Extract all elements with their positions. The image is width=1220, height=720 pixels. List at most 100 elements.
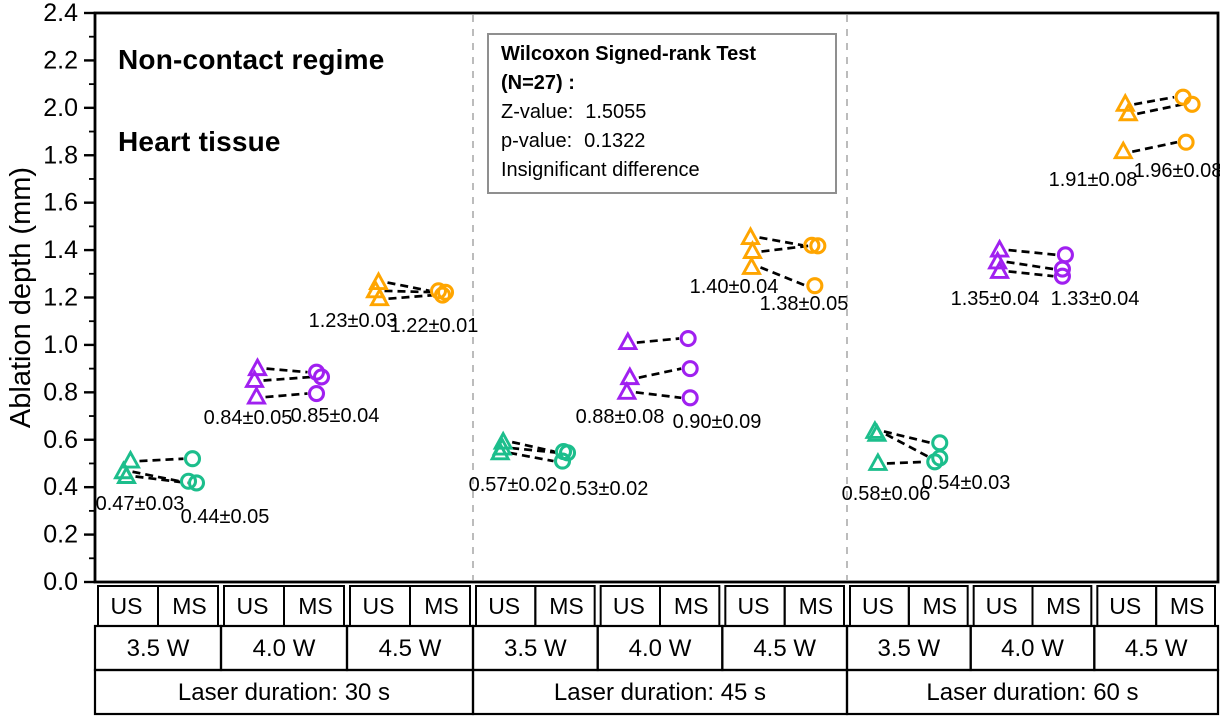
- stat-z-value: 1.5055: [585, 101, 647, 123]
- ms-circle-marker: [312, 368, 331, 386]
- pair-line: [1131, 140, 1178, 154]
- regime-title: Non-contact regime: [118, 44, 385, 75]
- us-triangle-marker: [244, 368, 265, 388]
- ms-circle-marker: [307, 384, 326, 403]
- us-triangle-marker: [740, 226, 761, 245]
- y-tick-label: 1.8: [43, 141, 78, 169]
- ms-circle-marker: [553, 452, 572, 470]
- us-mean-label: 0.58±0.06: [842, 483, 931, 505]
- stat-p-value: 0.1322: [584, 130, 646, 152]
- mode-label-ms: MS: [424, 593, 459, 619]
- pair-line: [761, 244, 809, 253]
- us-mean-label: 0.57±0.02: [469, 474, 558, 496]
- duration-label: Laser duration: 60 s: [926, 679, 1138, 706]
- duration-cell: [845, 668, 1220, 716]
- y-tick-label: 2.4: [43, 0, 78, 27]
- mode-label-ms: MS: [172, 593, 207, 619]
- power-label: 3.5 W: [127, 635, 190, 662]
- us-mean-label: 1.91±0.08: [1049, 169, 1138, 191]
- ms-circle-marker: [1183, 95, 1201, 113]
- us-triangle-marker: [867, 451, 889, 471]
- ms-mean-label: 0.44±0.05: [181, 506, 270, 528]
- mode-label-us: US: [488, 593, 520, 619]
- ms-mean-label: 0.85±0.04: [291, 405, 380, 427]
- power-label: 4.0 W: [253, 635, 316, 662]
- us-triangle-marker: [866, 422, 888, 442]
- us-triangle-marker: [246, 385, 267, 405]
- pair-line: [636, 337, 680, 344]
- mode-label-us: US: [111, 593, 143, 619]
- pair-line: [638, 367, 682, 379]
- mode-label-us: US: [862, 593, 894, 619]
- mode-label-us: US: [738, 593, 770, 619]
- ms-circle-marker: [433, 286, 452, 304]
- us-triangle-marker: [617, 331, 639, 350]
- ms-circle-marker: [1056, 246, 1074, 264]
- y-tick-label: 0.4: [43, 473, 78, 501]
- ms-mean-label: 1.96±0.08: [1134, 160, 1220, 182]
- pair-line: [635, 390, 682, 400]
- pair-line: [263, 375, 313, 382]
- pair-line: [1136, 102, 1184, 116]
- ms-circle-marker: [679, 329, 697, 348]
- pair-line: [508, 451, 554, 463]
- y-tick-label: 1.4: [43, 236, 78, 264]
- power-label: 4.5 W: [379, 635, 442, 662]
- power-label: 4.5 W: [1125, 635, 1188, 662]
- pair-line: [135, 475, 188, 485]
- pair-line: [511, 440, 555, 453]
- pair-line: [1008, 248, 1057, 257]
- us-triangle-marker: [989, 238, 1011, 258]
- us-triangle-marker: [489, 441, 511, 461]
- us-mean-label: 0.47±0.03: [96, 493, 185, 515]
- y-tick-label: 1.6: [43, 189, 78, 217]
- ms-circle-marker: [429, 282, 448, 300]
- us-mean-label: 0.84±0.05: [204, 407, 293, 429]
- us-triangle-marker: [742, 240, 763, 259]
- ms-circle-marker: [931, 434, 949, 452]
- stat-conclusion: Insignificant difference: [501, 159, 700, 181]
- power-label: 4.0 W: [1001, 635, 1064, 662]
- ms-circle-marker: [183, 450, 202, 468]
- ms-circle-marker: [179, 472, 198, 490]
- pair-line: [886, 460, 926, 465]
- us-triangle-marker: [619, 366, 641, 386]
- us-triangle-marker: [369, 287, 390, 307]
- duration-label: Laser duration: 45 s: [554, 679, 766, 706]
- ms-circle-marker: [1177, 133, 1195, 151]
- y-tick-label: 0.8: [43, 378, 78, 406]
- ms-circle-marker: [1053, 267, 1071, 285]
- ms-mean-label: 0.53±0.02: [560, 478, 649, 500]
- us-triangle-marker: [741, 255, 762, 275]
- stat-z-label: Z-value:: [501, 101, 574, 123]
- pair-line: [384, 289, 437, 294]
- pair-line: [511, 446, 559, 455]
- us-triangle-marker: [616, 380, 638, 400]
- mode-label-us: US: [363, 593, 395, 619]
- mode-label-ms: MS: [298, 593, 333, 619]
- power-label: 3.5 W: [504, 635, 567, 662]
- y-tick-label: 0.2: [43, 521, 78, 549]
- us-triangle-marker: [120, 449, 141, 469]
- us-triangle-marker: [989, 259, 1011, 279]
- ms-circle-marker: [803, 236, 821, 254]
- mode-label-us: US: [237, 593, 269, 619]
- ms-mean-label: 0.90±0.09: [673, 411, 762, 433]
- us-triangle-marker: [1112, 140, 1134, 160]
- power-label: 4.0 W: [629, 635, 692, 662]
- ms-circle-marker: [1053, 260, 1071, 278]
- pair-line: [266, 367, 308, 374]
- us-mean-label: 1.35±0.04: [951, 288, 1040, 310]
- mode-label-us: US: [1109, 593, 1141, 619]
- pair-line: [1008, 270, 1054, 278]
- mode-label-ms: MS: [1170, 593, 1205, 619]
- pair-line: [265, 392, 308, 399]
- tissue-title: Heart tissue: [118, 126, 281, 157]
- ms-mean-label: 1.33±0.04: [1051, 288, 1140, 310]
- mode-label-ms: MS: [674, 593, 709, 619]
- pair-line: [759, 266, 807, 287]
- y-tick-label: 1.0: [43, 331, 78, 359]
- pair-line: [759, 236, 804, 247]
